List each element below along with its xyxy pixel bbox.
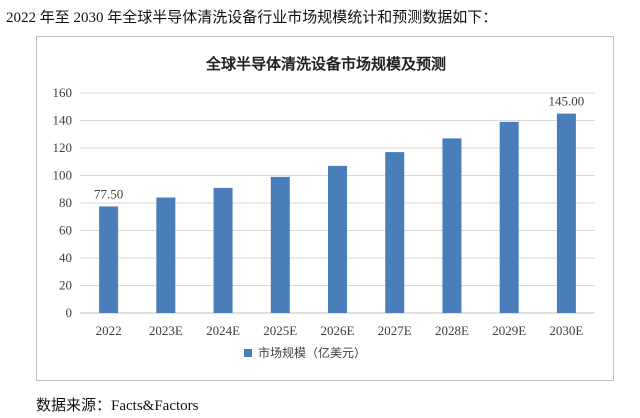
y-tick-label: 80 xyxy=(59,195,72,210)
source-text: 数据来源：Facts&Factors xyxy=(36,398,199,414)
legend: 市场规模（亿美元） xyxy=(244,345,366,360)
x-tick-label: 2023E xyxy=(149,323,183,338)
chart-frame: 全球半导体清洗设备市场规模及预测 0 20 40 60 80 100 120 140 160 2… xyxy=(36,36,614,381)
bars xyxy=(99,113,576,313)
x-axis-ticks: 2022 2023E 2024E 2025E 2026E 2027E 2028E 2029E 2… xyxy=(96,323,584,338)
x-tick-label: 2030E xyxy=(549,323,583,338)
y-tick-label: 140 xyxy=(53,113,73,128)
y-tick-label: 40 xyxy=(59,250,72,265)
intro-text: 2022 年至 2030 年全球半导体清洗设备行业市场规模统计和预测数据如下： xyxy=(6,10,498,26)
bar xyxy=(556,113,576,313)
x-tick-label: 2027E xyxy=(378,323,412,338)
y-tick-label: 20 xyxy=(59,278,72,293)
bar xyxy=(156,197,176,313)
bar xyxy=(213,187,233,313)
y-tick-label: 120 xyxy=(53,140,73,155)
legend-swatch xyxy=(244,349,252,357)
chart-title: 全球半导体清洗设备市场规模及预测 xyxy=(205,55,446,73)
x-tick-label: 2025E xyxy=(263,323,297,338)
x-tick-label: 2026E xyxy=(321,323,355,338)
data-label: 77.50 xyxy=(94,186,123,201)
bar xyxy=(270,176,290,313)
bar-chart: 全球半导体清洗设备市场规模及预测 0 20 40 60 80 100 120 140 160 2… xyxy=(53,55,595,360)
y-axis-ticks: 0 20 40 60 80 100 120 140 160 xyxy=(53,85,73,320)
x-tick-label: 2022 xyxy=(96,323,122,338)
data-labels: 77.50 145.00 xyxy=(94,94,584,202)
y-tick-label: 160 xyxy=(53,85,73,100)
bar xyxy=(328,165,347,313)
x-tick-label: 2028E xyxy=(435,323,469,338)
y-tick-label: 100 xyxy=(53,168,73,183)
bar xyxy=(442,138,462,313)
legend-label: 市场规模（亿美元） xyxy=(258,345,366,360)
y-tick-label: 0 xyxy=(66,305,73,320)
bar xyxy=(499,121,519,313)
y-tick-label: 60 xyxy=(59,223,72,238)
x-tick-label: 2024E xyxy=(206,323,240,338)
x-tick-label: 2029E xyxy=(492,323,526,338)
bar xyxy=(99,206,119,313)
bar xyxy=(385,152,405,313)
data-label: 145.00 xyxy=(549,94,585,109)
